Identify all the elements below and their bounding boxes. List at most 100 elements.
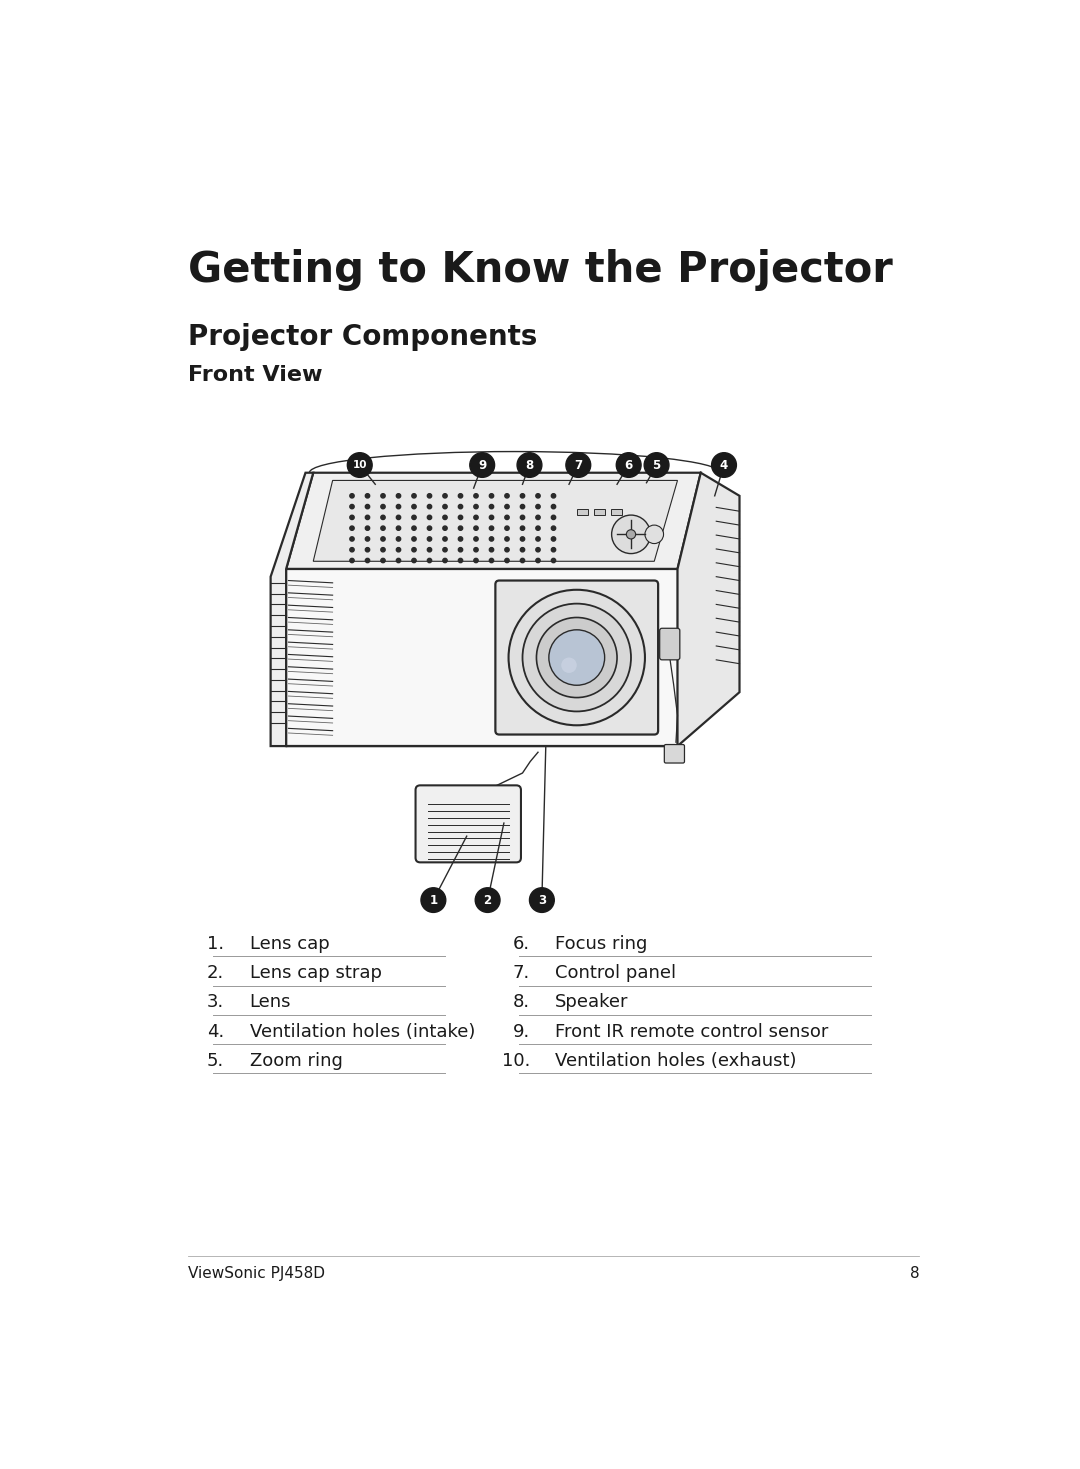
Bar	[611, 508, 622, 516]
Bar	[577, 508, 588, 516]
Circle shape	[396, 504, 401, 508]
Circle shape	[365, 536, 369, 541]
Circle shape	[428, 504, 432, 508]
Circle shape	[458, 526, 462, 530]
Circle shape	[611, 516, 650, 554]
Circle shape	[350, 536, 354, 541]
Circle shape	[551, 536, 556, 541]
Circle shape	[458, 516, 462, 520]
Circle shape	[562, 658, 577, 673]
Circle shape	[521, 516, 525, 520]
Text: 5: 5	[652, 458, 661, 472]
Circle shape	[712, 452, 737, 477]
Circle shape	[644, 452, 669, 477]
Text: 10.: 10.	[502, 1052, 530, 1069]
Circle shape	[536, 526, 540, 530]
Circle shape	[396, 494, 401, 498]
Circle shape	[458, 558, 462, 563]
Circle shape	[504, 558, 509, 563]
Circle shape	[509, 589, 645, 726]
Circle shape	[428, 558, 432, 563]
Circle shape	[626, 530, 636, 539]
Circle shape	[489, 536, 494, 541]
Text: Getting to Know the Projector: Getting to Know the Projector	[188, 250, 892, 291]
Text: Front IR remote control sensor: Front IR remote control sensor	[555, 1022, 828, 1040]
Circle shape	[521, 558, 525, 563]
Circle shape	[365, 548, 369, 552]
Circle shape	[521, 504, 525, 508]
FancyBboxPatch shape	[496, 580, 658, 734]
Circle shape	[381, 504, 386, 508]
Circle shape	[411, 548, 416, 552]
Circle shape	[365, 494, 369, 498]
Circle shape	[396, 516, 401, 520]
Polygon shape	[271, 473, 313, 746]
Circle shape	[350, 526, 354, 530]
Circle shape	[521, 536, 525, 541]
Text: 2.: 2.	[207, 964, 225, 981]
Circle shape	[517, 452, 542, 477]
Circle shape	[549, 630, 605, 685]
Circle shape	[443, 494, 447, 498]
Circle shape	[536, 516, 540, 520]
Text: 6: 6	[624, 458, 633, 472]
Circle shape	[365, 516, 369, 520]
Circle shape	[504, 526, 509, 530]
Circle shape	[551, 558, 556, 563]
Circle shape	[428, 536, 432, 541]
Circle shape	[381, 548, 386, 552]
Circle shape	[489, 558, 494, 563]
Circle shape	[350, 504, 354, 508]
Circle shape	[474, 526, 478, 530]
Polygon shape	[677, 473, 740, 746]
Bar	[594, 508, 605, 516]
Circle shape	[365, 504, 369, 508]
Text: 2: 2	[484, 893, 491, 906]
Circle shape	[475, 887, 500, 912]
Text: 7.: 7.	[513, 964, 530, 981]
Circle shape	[443, 548, 447, 552]
Text: 3: 3	[538, 893, 545, 906]
Text: Ventilation holes (intake): Ventilation holes (intake)	[249, 1022, 475, 1040]
Circle shape	[365, 558, 369, 563]
Circle shape	[411, 558, 416, 563]
Text: Zoom ring: Zoom ring	[249, 1052, 342, 1069]
FancyBboxPatch shape	[664, 745, 685, 762]
FancyBboxPatch shape	[660, 629, 679, 660]
Text: 6.: 6.	[513, 934, 530, 953]
Circle shape	[458, 504, 462, 508]
Circle shape	[474, 516, 478, 520]
Circle shape	[521, 548, 525, 552]
Circle shape	[443, 558, 447, 563]
Text: 7: 7	[575, 458, 582, 472]
Text: 3.: 3.	[207, 993, 225, 1011]
Text: 8.: 8.	[513, 993, 530, 1011]
Circle shape	[537, 617, 617, 698]
Circle shape	[536, 536, 540, 541]
Polygon shape	[286, 569, 677, 746]
Text: 10: 10	[352, 460, 367, 470]
Circle shape	[428, 516, 432, 520]
Polygon shape	[313, 480, 677, 561]
Circle shape	[504, 516, 509, 520]
Circle shape	[411, 494, 416, 498]
Text: Lens cap: Lens cap	[249, 934, 329, 953]
Circle shape	[489, 548, 494, 552]
Circle shape	[350, 548, 354, 552]
Circle shape	[551, 494, 556, 498]
Text: 1.: 1.	[207, 934, 225, 953]
Circle shape	[381, 536, 386, 541]
Circle shape	[443, 504, 447, 508]
Circle shape	[504, 504, 509, 508]
Text: Projector Components: Projector Components	[188, 323, 537, 351]
Circle shape	[489, 494, 494, 498]
Circle shape	[443, 516, 447, 520]
Circle shape	[381, 516, 386, 520]
Circle shape	[411, 536, 416, 541]
Circle shape	[396, 548, 401, 552]
Circle shape	[458, 548, 462, 552]
Circle shape	[521, 494, 525, 498]
Circle shape	[474, 558, 478, 563]
Circle shape	[474, 494, 478, 498]
Circle shape	[551, 526, 556, 530]
